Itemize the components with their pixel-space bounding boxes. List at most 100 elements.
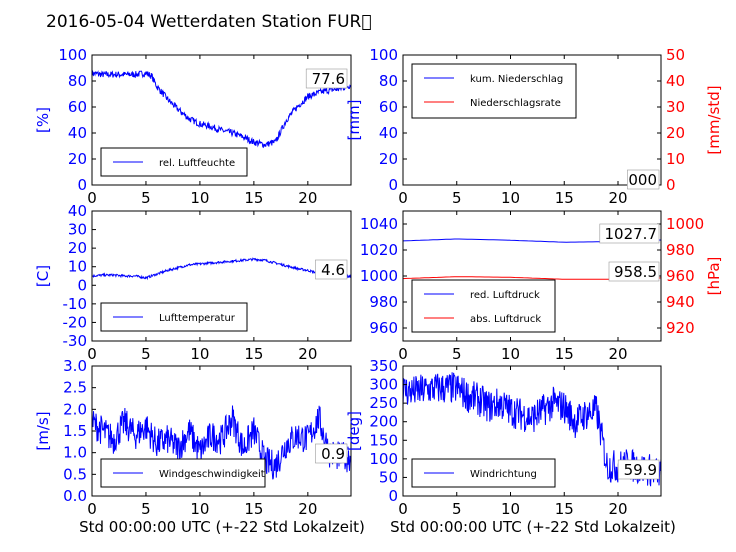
y-right-tick-label: 940 [666,293,695,311]
x-tick-label: 20 [298,345,317,363]
y-tick-label: 0 [77,176,87,194]
chart-precip: 0 5 10 15 20 0 20 40 60 80 100 [mm] 0 10 20 30 40 50 [mm/s… [345,46,723,207]
last-value-box [315,443,348,464]
legend-box-pressure [411,279,556,333]
x-tick-label: 20 [298,500,317,518]
chart-wind_speed: 0 5 10 15 20 0.0 0.5 1.0 1.5 2.0 2.5 3.0 [m/s] Windge… [34,357,352,518]
y-tick-label: 20 [379,150,398,168]
y-right-tick-label: 0 [666,176,676,194]
y-axis-label: [%] [34,107,52,133]
x-axis-label-left: Std 00:00:00 UTC (+-22 Std Lokalzeit) [79,518,365,536]
x-tick-label: 15 [555,500,574,518]
y-tick-label: 0 [388,487,398,505]
last-value-annotation: 000 [628,171,657,189]
last-value-box [627,169,660,190]
chart-wind_dir: 0 5 10 15 20050100150200250300350[deg]Windri… [345,357,662,518]
y-right-tick-label: 10 [666,150,685,168]
x-tick-label: 15 [555,189,574,207]
legend-label: Windrichtung [470,469,537,480]
x-tick-label: 0 [87,345,97,363]
x-tick-label: 20 [298,189,317,207]
y-tick-label: 50 [379,468,398,486]
plot-frame-temperature [91,210,352,342]
chart-humidity: 0 5 10 15 20 0 20 40 60 80 100 [%] rel. Luftfeuchte 7… [34,46,352,207]
y-tick-label: 80 [68,72,87,90]
y-right-tick-label: 20 [666,124,685,142]
last-value-annotation: 4.6 [321,261,345,279]
y-axis-label: [C] [34,265,52,287]
legend-label: kum. Niederschlag [470,74,563,85]
legend-label: Windgeschwindigkeit [159,469,265,480]
x-tick-label: 15 [555,345,574,363]
x-tick-label: 15 [244,500,263,518]
x-tick-label: 20 [608,345,627,363]
last-value-box [315,259,348,280]
y-tick-label: 1000 [360,267,398,285]
legend-label: abs. Luftdruck [470,314,541,325]
legend-label: Niederschlagsrate [470,98,561,109]
y-axis-label: [mm] [345,100,363,141]
x-tick-label: 0 [87,500,97,518]
y-tick-label: 80 [379,72,398,90]
x-tick-label: 10 [190,189,209,207]
y-tick-label: 0 [77,276,87,294]
y-right-axis-label: [hPa] [705,257,723,296]
last-value-box [599,223,660,244]
plot-frame-wind_dir [402,365,662,497]
y-tick-label: 20 [68,150,87,168]
x-tick-label: 5 [452,189,462,207]
y-axis-label: [deg] [345,411,363,451]
x-tick-label: 20 [608,189,627,207]
y-tick-label: 20 [68,239,87,257]
x-tick-label: 10 [501,189,520,207]
x-tick-label: 5 [141,189,151,207]
y-tick-label: 30 [68,221,87,239]
last-value-annotation: 958.5 [614,263,657,281]
y-tick-label: 0.0 [63,487,87,505]
x-tick-label: 5 [141,345,151,363]
y-right-axis-label: [mm/std] [705,85,723,154]
x-tick-label: 0 [87,189,97,207]
y-axis-label: [m/s] [34,411,52,450]
last-value-box [608,261,660,282]
y-tick-label: 0 [388,176,398,194]
y-tick-label: 40 [68,202,87,220]
plot-frame-precip [402,54,662,186]
y-tick-label: 980 [369,293,398,311]
legend-label: red. Luftdruck [470,290,540,301]
y-tick-label: 960 [369,319,398,337]
y-tick-label: 0.5 [63,465,87,483]
y-tick-label: 350 [369,357,398,375]
legend-label: Lufttemperatur [159,313,236,324]
y-tick-label: 40 [68,124,87,142]
y-right-tick-label: 30 [666,98,685,116]
y-tick-label: 40 [379,124,398,142]
y-tick-label: -30 [63,332,88,350]
y-right-tick-label: 920 [666,319,695,337]
y-tick-label: 1.0 [63,444,87,462]
last-value-box [305,68,348,89]
x-tick-label: 10 [501,345,520,363]
last-value-annotation: 59.9 [624,461,657,479]
y-right-tick-label: 40 [666,72,685,90]
x-tick-label: 10 [190,500,209,518]
figure-title: 2016-05-04 Wetterdaten Station FUR  [46,12,372,32]
last-value-annotation: 1027.7 [605,225,658,243]
series-line-humidity-0 [92,70,351,149]
y-tick-label: 1040 [360,215,398,233]
x-tick-label: 10 [501,500,520,518]
y-tick-label: 250 [369,394,398,412]
x-tick-label: 0 [398,500,408,518]
x-tick-label: 0 [398,189,408,207]
y-tick-label: 100 [369,46,398,64]
x-tick-label: 0 [398,345,408,363]
chart-pressure: 0 5 10 15 20 960 980 1000 1020 1040 920 940 960 980 10… [360,210,723,363]
x-tick-label: 5 [452,500,462,518]
y-tick-label: 3.0 [63,357,87,375]
y-right-tick-label: 960 [666,267,695,285]
x-tick-label: 15 [244,189,263,207]
last-value-annotation: 77.6 [312,70,345,88]
x-tick-label: 15 [244,345,263,363]
y-right-tick-label: 1000 [666,215,704,233]
x-axis-label-right: Std 00:00:00 UTC (+-22 Std Lokalzeit) [390,518,676,536]
